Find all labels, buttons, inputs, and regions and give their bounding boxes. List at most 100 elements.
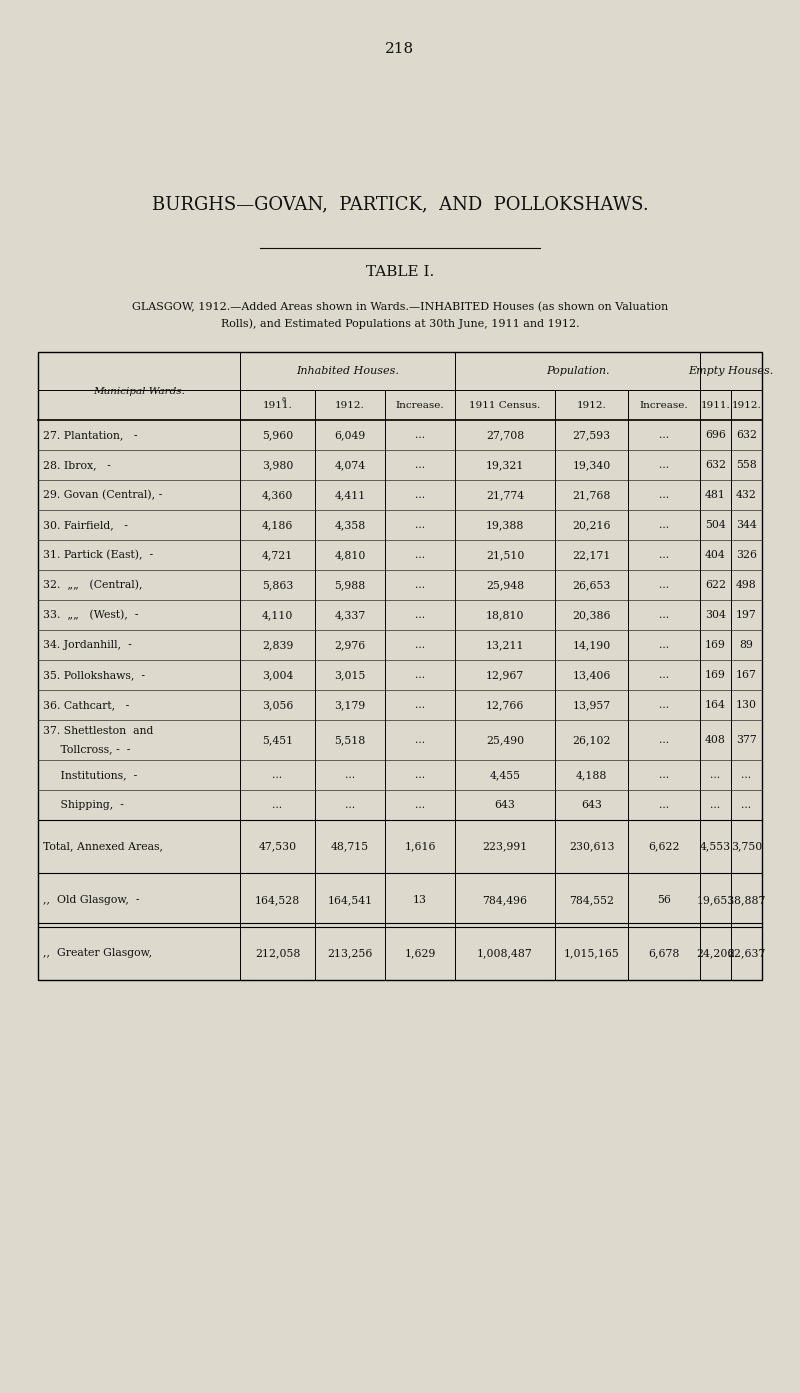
Text: ...: ... [659, 770, 669, 780]
Text: 4,188: 4,188 [576, 770, 607, 780]
Text: 643: 643 [494, 800, 515, 809]
Text: ...: ... [659, 610, 669, 620]
Text: 304: 304 [705, 610, 726, 620]
Text: ...: ... [659, 701, 669, 710]
Text: 4,186: 4,186 [262, 520, 293, 529]
Text: Empty Houses.: Empty Houses. [688, 366, 774, 376]
Text: 33.  „„   (West),  -: 33. „„ (West), - [43, 610, 138, 620]
Text: 3,004: 3,004 [262, 670, 293, 680]
Text: Increase.: Increase. [396, 401, 444, 410]
Text: GLASGOW, 1912.—Added Areas shown in Wards.—INHABITED Houses (as shown on Valuati: GLASGOW, 1912.—Added Areas shown in Ward… [132, 302, 668, 312]
Text: 21,510: 21,510 [486, 550, 524, 560]
Text: 6,622: 6,622 [648, 841, 680, 851]
Text: 1911.: 1911. [262, 401, 292, 410]
Text: 6,678: 6,678 [648, 949, 680, 958]
Text: 1912.: 1912. [577, 401, 606, 410]
Text: ...: ... [415, 701, 425, 710]
Text: 1912.: 1912. [335, 401, 365, 410]
Text: 27,593: 27,593 [573, 430, 610, 440]
Text: 5,960: 5,960 [262, 430, 293, 440]
Text: 643: 643 [581, 800, 602, 809]
Text: 20,386: 20,386 [572, 610, 610, 620]
Text: 230,613: 230,613 [569, 841, 614, 851]
Text: 3,015: 3,015 [334, 670, 366, 680]
Text: Tollcross, -  -: Tollcross, - - [43, 744, 130, 754]
Text: ...: ... [415, 736, 425, 745]
Text: 19,340: 19,340 [572, 460, 610, 469]
Text: 4,337: 4,337 [334, 610, 366, 620]
Text: 2,976: 2,976 [334, 639, 366, 651]
Text: ...: ... [415, 430, 425, 440]
Text: 5,518: 5,518 [334, 736, 366, 745]
Text: Total, Annexed Areas,: Total, Annexed Areas, [43, 841, 163, 851]
Text: ...: ... [659, 579, 669, 591]
Text: 784,496: 784,496 [482, 894, 527, 905]
Text: 28. Ibrox,   -: 28. Ibrox, - [43, 460, 110, 469]
Text: 35. Pollokshaws,  -: 35. Pollokshaws, - [43, 670, 145, 680]
Text: 5,451: 5,451 [262, 736, 293, 745]
Text: ...: ... [273, 770, 282, 780]
Text: 404: 404 [705, 550, 726, 560]
Text: 696: 696 [705, 430, 726, 440]
Text: ...: ... [415, 579, 425, 591]
Bar [38, 352, 762, 981]
Text: 26,102: 26,102 [572, 736, 610, 745]
Text: 20,216: 20,216 [572, 520, 610, 529]
Text: ...: ... [710, 800, 721, 809]
Text: ...: ... [659, 460, 669, 469]
Text: 4,721: 4,721 [262, 550, 293, 560]
Text: 4,360: 4,360 [262, 490, 293, 500]
Text: Municipal Wards.: Municipal Wards. [93, 386, 185, 396]
Text: ...: ... [415, 770, 425, 780]
Text: 169: 169 [705, 639, 726, 651]
Text: 14,190: 14,190 [572, 639, 610, 651]
Text: 622: 622 [705, 579, 726, 591]
Text: 13,957: 13,957 [573, 701, 610, 710]
Text: 164: 164 [705, 701, 726, 710]
Text: 24,206: 24,206 [696, 949, 734, 958]
Text: 632: 632 [705, 460, 726, 469]
Text: 18,887: 18,887 [727, 894, 766, 905]
Text: ,,  Old Glasgow,  -: ,, Old Glasgow, - [43, 894, 139, 905]
Text: 32.  „„   (Central),: 32. „„ (Central), [43, 579, 142, 591]
Text: 26,653: 26,653 [572, 579, 610, 591]
Text: 21,768: 21,768 [572, 490, 610, 500]
Text: 34. Jordanhill,  -: 34. Jordanhill, - [43, 639, 132, 651]
Text: 19,653: 19,653 [696, 894, 734, 905]
Text: 27,708: 27,708 [486, 430, 524, 440]
Text: 22,171: 22,171 [572, 550, 610, 560]
Text: ...: ... [659, 670, 669, 680]
Text: 1911 Census.: 1911 Census. [470, 401, 541, 410]
Text: 25,490: 25,490 [486, 736, 524, 745]
Text: Rolls), and Estimated Populations at 30th June, 1911 and 1912.: Rolls), and Estimated Populations at 30t… [221, 318, 579, 329]
Text: 4,411: 4,411 [334, 490, 366, 500]
Text: ...: ... [415, 800, 425, 809]
Text: 377: 377 [736, 736, 757, 745]
Text: 25,948: 25,948 [486, 579, 524, 591]
Text: 27. Plantation,   -: 27. Plantation, - [43, 430, 138, 440]
Text: 1,015,165: 1,015,165 [564, 949, 619, 958]
Text: ...: ... [345, 800, 355, 809]
Text: 4,358: 4,358 [334, 520, 366, 529]
Text: 21,774: 21,774 [486, 490, 524, 500]
Text: ...: ... [345, 770, 355, 780]
Text: Shipping,  -: Shipping, - [43, 800, 124, 809]
Text: 504: 504 [705, 520, 726, 529]
Text: 498: 498 [736, 579, 757, 591]
Text: ...: ... [415, 490, 425, 500]
Text: 4,074: 4,074 [334, 460, 366, 469]
Text: 47,530: 47,530 [258, 841, 297, 851]
Text: 408: 408 [705, 736, 726, 745]
Text: ...: ... [659, 490, 669, 500]
Text: ...: ... [659, 800, 669, 809]
Text: ...: ... [273, 800, 282, 809]
Text: 784,552: 784,552 [569, 894, 614, 905]
Text: 344: 344 [736, 520, 757, 529]
Text: 22,637: 22,637 [727, 949, 766, 958]
Text: ...: ... [710, 770, 721, 780]
Text: Institutions,  -: Institutions, - [43, 770, 138, 780]
Text: 212,058: 212,058 [255, 949, 300, 958]
Text: 56: 56 [657, 894, 671, 905]
Text: ...: ... [415, 460, 425, 469]
Text: 3,980: 3,980 [262, 460, 293, 469]
